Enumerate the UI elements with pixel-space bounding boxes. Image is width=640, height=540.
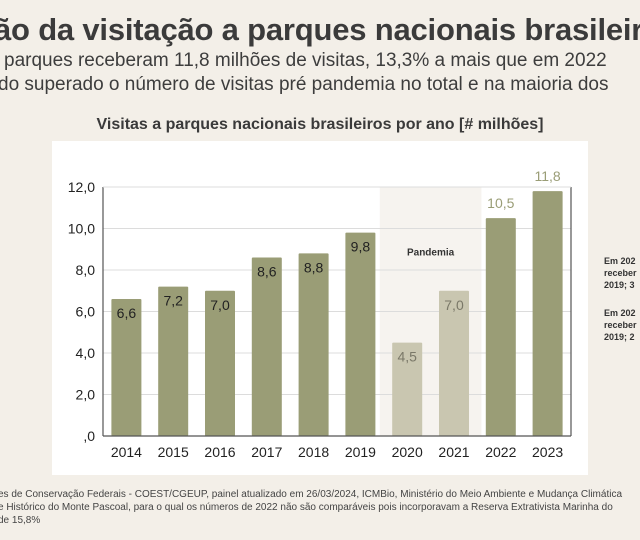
y-tick-label: 12,0 <box>68 179 95 195</box>
x-tick-label: 2019 <box>345 444 376 460</box>
x-tick-label: 2021 <box>438 444 469 460</box>
chart-panel: ,0 2,0 4,0 6,0 8,0 10,0 12,0 Pandemia 6,6 2014 7,2… <box>52 141 588 475</box>
data-label-2017: 8,6 <box>257 264 277 280</box>
side-note-1-line-1: Em 202 <box>604 256 636 266</box>
data-label-2023: 11,8 <box>534 168 560 184</box>
data-label-2019: 9,8 <box>351 239 371 255</box>
data-label-2022: 10,5 <box>487 195 514 211</box>
bar-2020 <box>392 342 423 436</box>
bar-chart: ,0 2,0 4,0 6,0 8,0 10,0 12,0 Pandemia 6,6 2014 7,2… <box>68 168 572 460</box>
bar-2014 <box>111 299 142 436</box>
bar-2017 <box>251 257 282 436</box>
y-tick-label: 6,0 <box>76 304 96 320</box>
bar-2019 <box>345 232 376 436</box>
side-note-1-line-3: 2019; 3 <box>604 280 635 290</box>
x-tick-label: 2020 <box>392 444 423 460</box>
x-tick-label: 2018 <box>298 444 329 460</box>
subtitle-line-1: parques receberam 11,8 milhões de visita… <box>4 50 607 71</box>
side-note-2-line-2: receber <box>604 320 637 330</box>
chart-title: Visitas a parques nacionais brasileiros … <box>96 116 544 133</box>
y-tick-label: 2,0 <box>76 387 96 403</box>
side-note-2-line-3: 2019; 2 <box>604 332 635 342</box>
bar-2018 <box>298 253 329 436</box>
side-note-1: Em 202 receber 2019; 3 <box>604 255 637 291</box>
bar-2021 <box>439 290 469 436</box>
data-label-2021: 7,0 <box>444 297 464 313</box>
subtitle-line-2: do superado o número de visitas pré pand… <box>0 74 609 95</box>
data-label-2020: 4,5 <box>397 349 417 365</box>
y-tick-label: 4,0 <box>76 345 96 361</box>
bar-2022 <box>485 218 516 436</box>
page-title: ão da visitação a parques nacionais bras… <box>0 12 640 47</box>
y-tick-label: 10,0 <box>68 221 95 237</box>
data-label-2014: 6,6 <box>117 305 137 321</box>
side-note-2-line-1: Em 202 <box>604 308 636 318</box>
footnote-line-3: de 15,8% <box>0 515 41 526</box>
source-footnote: es de Conservação Federais - COEST/CGEUP… <box>0 488 622 527</box>
data-label-2016: 7,0 <box>210 297 230 313</box>
side-note-1-line-2: receber <box>604 268 637 278</box>
side-note-2: Em 202 receber 2019; 2 <box>604 307 637 343</box>
bar-2023 <box>532 191 563 436</box>
x-tick-label: 2023 <box>532 444 563 460</box>
x-tick-label: 2017 <box>251 444 282 460</box>
pandemic-label: Pandemia <box>407 247 455 258</box>
x-tick-label: 2015 <box>158 444 189 460</box>
x-tick-label: 2022 <box>485 444 516 460</box>
x-tick-label: 2014 <box>111 444 142 460</box>
data-label-2018: 8,8 <box>304 259 324 275</box>
bar-2015 <box>158 286 189 436</box>
footnote-line-2: e Histórico do Monte Pascoal, para o qua… <box>0 502 613 513</box>
y-tick-label: 8,0 <box>76 262 96 278</box>
footnote-line-1: es de Conservação Federais - COEST/CGEUP… <box>0 489 623 500</box>
bar-2016 <box>205 290 235 436</box>
x-tick-label: 2016 <box>204 444 235 460</box>
data-label-2015: 7,2 <box>163 293 183 309</box>
y-tick-label: ,0 <box>83 428 95 444</box>
